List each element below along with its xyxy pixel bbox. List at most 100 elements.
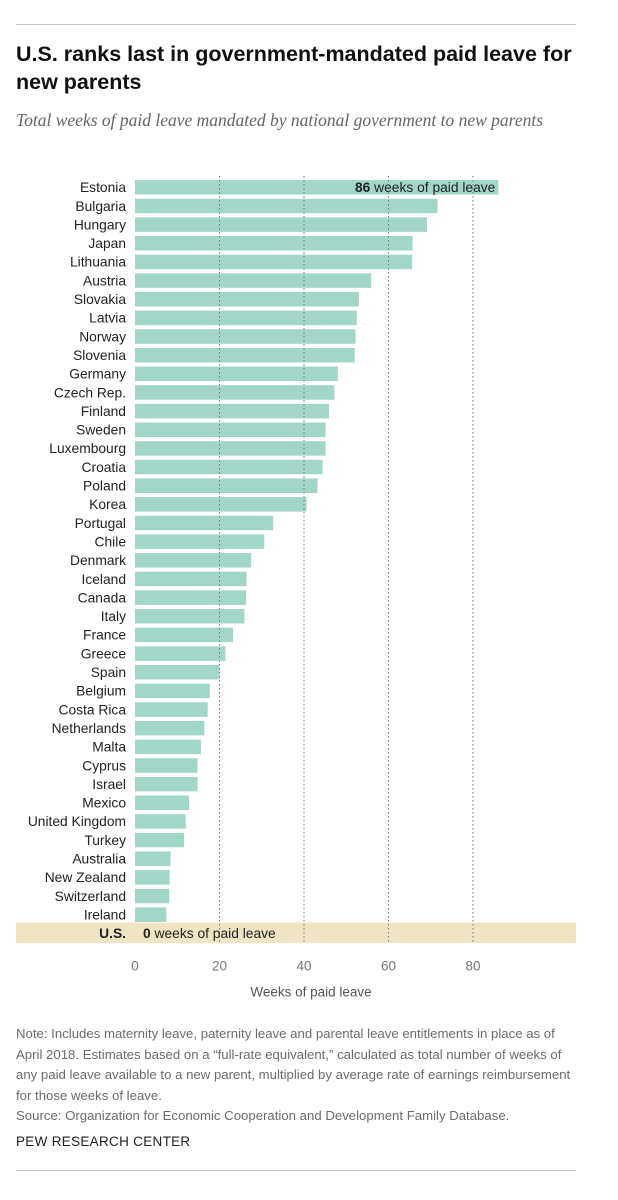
category-label: Chile <box>95 534 127 549</box>
category-label: Luxembourg <box>49 441 126 456</box>
chart-subtitle: Total weeks of paid leave mandated by na… <box>16 110 544 130</box>
category-label: Greece <box>81 646 127 661</box>
category-label: Australia <box>72 852 126 867</box>
top-rule <box>16 24 576 25</box>
bar-28 <box>135 702 208 717</box>
bar-2 <box>135 217 427 232</box>
category-label: Ireland <box>84 907 126 922</box>
bar-chart: Estonia Bulgaria Hungary Japan Lithuania Aust… <box>16 176 576 1000</box>
category-label: Switzerland <box>55 889 126 904</box>
category-label: Estonia <box>80 180 126 195</box>
footer-credit: PEW RESEARCH CENTER <box>16 1134 191 1149</box>
note-text: Note: Includes maternity leave, paternit… <box>16 1026 571 1103</box>
data-label-suffix: weeks of paid leave <box>370 180 495 195</box>
bar-17 <box>135 497 307 512</box>
category-label: Norway <box>79 329 126 344</box>
category-label: Hungary <box>74 217 126 232</box>
category-label: Slovenia <box>73 348 126 363</box>
bar-13 <box>135 422 326 438</box>
category-label: Sweden <box>76 423 126 438</box>
bar-9 <box>135 347 355 363</box>
bar-19 <box>135 534 265 549</box>
bar-22 <box>135 590 247 605</box>
category-label: Mexico <box>82 796 126 811</box>
category-label: Canada <box>78 590 127 605</box>
x-tick-label: 60 <box>381 959 396 974</box>
bar-32 <box>135 776 198 792</box>
x-tick-label: 20 <box>212 959 227 974</box>
x-axis-label: Weeks of paid leave <box>250 985 371 1000</box>
category-label: Spain <box>91 665 126 680</box>
bar-20 <box>135 553 252 568</box>
category-label: Turkey <box>84 833 126 848</box>
bottom-rule <box>16 1170 576 1171</box>
bar-34 <box>135 814 186 829</box>
category-label: Latvia <box>89 311 126 326</box>
category-label: Croatia <box>82 460 127 475</box>
bar-30 <box>135 739 201 755</box>
category-label: Korea <box>89 497 126 512</box>
bar-23 <box>135 609 245 624</box>
bar-15 <box>135 459 323 475</box>
category-label: Lithuania <box>70 255 126 270</box>
category-label: Czech Rep. <box>54 385 126 400</box>
bar-11 <box>135 385 335 400</box>
bar-36 <box>135 851 171 866</box>
category-label: New Zealand <box>45 870 126 885</box>
bar-18 <box>135 515 274 531</box>
category-label: Japan <box>88 236 126 251</box>
x-tick-label: 0 <box>131 959 139 974</box>
x-tick-label: 80 <box>465 959 480 974</box>
bar-8 <box>135 329 356 344</box>
highlight-band <box>16 922 576 944</box>
category-label: U.S. <box>99 926 126 941</box>
chart-note: Note: Includes maternity leave, paternit… <box>16 1024 576 1127</box>
bar-39 <box>135 907 167 922</box>
category-label: United Kingdom <box>28 814 126 829</box>
data-label-value: 0 <box>143 926 151 941</box>
data-label: 86 weeks of paid leave <box>355 180 496 195</box>
category-label: Israel <box>92 777 126 792</box>
bar-25 <box>135 646 226 661</box>
category-label: Slovakia <box>74 292 126 307</box>
bar-31 <box>135 758 198 773</box>
category-label: Poland <box>83 479 126 494</box>
data-label-value: 86 <box>355 180 371 195</box>
bar-26 <box>135 664 220 680</box>
category-label: Cyprus <box>82 758 126 773</box>
bar-35 <box>135 832 185 848</box>
category-label: Iceland <box>82 572 127 587</box>
category-label: Netherlands <box>52 721 126 736</box>
bar-3 <box>135 236 413 251</box>
category-label: France <box>83 628 126 643</box>
bar-1 <box>135 198 438 214</box>
bar-16 <box>135 478 318 493</box>
data-label: 0 weeks of paid leave <box>143 926 276 941</box>
category-label: Belgium <box>76 684 126 699</box>
bar-33 <box>135 795 190 811</box>
bar-29 <box>135 720 205 736</box>
category-label: Denmark <box>70 553 126 568</box>
category-label: Finland <box>81 404 126 419</box>
bar-37 <box>135 870 170 885</box>
bar-12 <box>135 403 329 419</box>
bar-10 <box>135 366 338 382</box>
bar-6 <box>135 291 359 307</box>
x-tick-label: 40 <box>296 959 311 974</box>
bar-14 <box>135 441 326 456</box>
category-label: Portugal <box>75 516 126 531</box>
bar-38 <box>135 888 170 904</box>
bar-24 <box>135 627 234 643</box>
chart-title: U.S. ranks last in government-mandated p… <box>16 42 572 94</box>
category-label: Malta <box>92 740 126 755</box>
bar-27 <box>135 683 210 699</box>
bar-4 <box>135 254 413 270</box>
category-label: Bulgaria <box>75 199 126 214</box>
data-label-suffix: weeks of paid leave <box>151 926 276 941</box>
bar-5 <box>135 273 372 288</box>
bar-0 <box>135 180 499 195</box>
category-label: Germany <box>69 367 126 382</box>
category-label: Austria <box>83 273 126 288</box>
bar-7 <box>135 310 357 326</box>
category-label: Costa Rica <box>59 702 127 717</box>
